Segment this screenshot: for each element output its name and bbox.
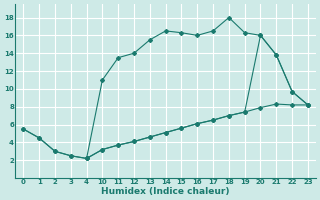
X-axis label: Humidex (Indice chaleur): Humidex (Indice chaleur) [101,187,230,196]
